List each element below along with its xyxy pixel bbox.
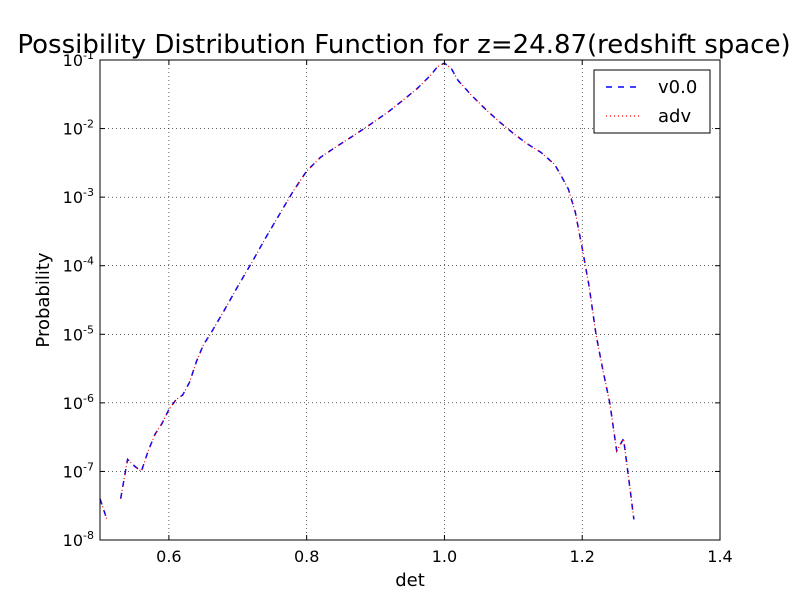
x-tick-label: 1.4 bbox=[707, 547, 732, 566]
y-tick-label: 10-3 bbox=[63, 186, 94, 207]
series-layer bbox=[99, 62, 635, 520]
series-line-v0-0 bbox=[99, 62, 635, 520]
y-tick-label: 10-5 bbox=[63, 323, 94, 344]
y-tick-label: 10-7 bbox=[63, 460, 94, 481]
x-tick-label: 1.2 bbox=[569, 547, 594, 566]
tick-marks bbox=[100, 59, 721, 541]
y-axis-label: Probability bbox=[33, 252, 54, 347]
x-tick-label: 0.6 bbox=[156, 547, 181, 566]
legend-label-adv: adv bbox=[658, 106, 691, 127]
x-tick-labels: 0.6 0.8 1.0 1.2 1.4 bbox=[156, 547, 733, 566]
x-axis-label: det bbox=[395, 570, 425, 591]
legend: v0.0 adv bbox=[593, 69, 711, 134]
plot-frame bbox=[99, 59, 721, 541]
y-tick-label: 10-6 bbox=[63, 392, 94, 413]
y-tick-label: 10-2 bbox=[63, 118, 94, 139]
y-tick-labels: 10-8 10-7 10-6 10-5 10-4 10-3 10-2 10-1 bbox=[63, 49, 94, 550]
chart-title: Possibility Distribution Function for z=… bbox=[17, 30, 790, 60]
legend-box bbox=[593, 69, 711, 134]
y-tick-label: 10-8 bbox=[63, 529, 94, 550]
x-tick-label: 0.8 bbox=[294, 547, 319, 566]
y-tick-label: 10-4 bbox=[63, 255, 94, 276]
legend-label-v0-0: v0.0 bbox=[658, 77, 697, 98]
y-tick-label: 10-1 bbox=[63, 49, 94, 70]
x-tick-label: 1.0 bbox=[432, 547, 457, 566]
